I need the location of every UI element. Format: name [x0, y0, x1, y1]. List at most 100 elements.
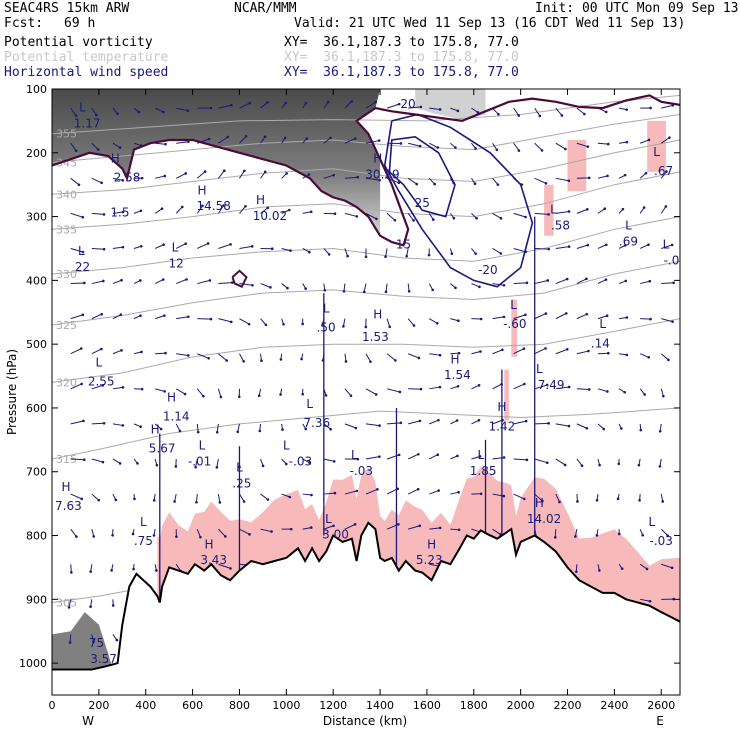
x-tick-label: 2400: [600, 699, 628, 712]
wind-vector: [597, 315, 608, 320]
wind-vector-head: [285, 172, 288, 175]
wind-vector-head: [405, 254, 408, 258]
theta-contour: [52, 260, 680, 326]
pv-label: 22: [75, 260, 90, 274]
wind-vector-head: [353, 523, 357, 526]
wind-vector: [260, 318, 267, 326]
pv-label: 1.14: [163, 410, 190, 424]
wind-vector: [408, 142, 421, 147]
wind-vector-head: [332, 460, 336, 463]
pv-label: -.03: [650, 534, 673, 548]
wind-vector: [112, 386, 123, 390]
theta-contour-label: 335: [56, 223, 77, 236]
wind-vector-head: [362, 290, 366, 294]
wind-vector-head: [81, 250, 85, 254]
x-tick-label: 400: [135, 699, 156, 712]
pv-label: L: [140, 515, 147, 529]
pv-label: L: [236, 461, 243, 475]
wind-vector: [492, 528, 501, 535]
wind-vector-head: [598, 463, 601, 467]
wind-vector: [112, 211, 124, 214]
wind-vector: [513, 458, 527, 461]
pv-label: L: [325, 512, 332, 526]
wind-vector: [661, 282, 674, 285]
wind-vector-head: [356, 457, 360, 461]
pv-label: .58: [551, 218, 570, 232]
wind-vector: [450, 528, 460, 531]
pv-label: 2.55: [88, 375, 115, 389]
wind-vector-head: [621, 207, 625, 211]
wind-vector-head: [664, 205, 668, 208]
wind-vector: [154, 315, 165, 320]
wind-vector: [239, 528, 250, 535]
wind-vector: [597, 352, 609, 355]
terrain-line: [52, 521, 680, 671]
wind-vector-head: [438, 108, 442, 111]
wind-vector-head: [114, 498, 118, 502]
wind-vector-head: [625, 108, 628, 111]
wind-vector-head: [333, 212, 337, 216]
wind-vector-head: [616, 497, 620, 501]
wind-vector-head: [301, 392, 305, 396]
wind-vector: [91, 212, 105, 215]
wind-vector: [639, 563, 648, 570]
wind-vector-head: [667, 358, 670, 362]
wind-vector-head: [131, 532, 135, 536]
wind-vector: [70, 493, 82, 500]
wind-vector: [216, 458, 219, 468]
wind-vector-head: [545, 461, 549, 465]
wind-vector: [70, 212, 83, 218]
wind-vector: [70, 458, 85, 461]
wind-vector: [69, 634, 72, 643]
wind-vector-head: [643, 393, 646, 396]
wind-vector-head: [67, 606, 71, 609]
wind-vector-head: [83, 458, 86, 462]
wind-vector-head: [525, 458, 529, 462]
pv-label: .14: [591, 336, 610, 350]
wind-vector-head: [438, 385, 442, 389]
wind-vector: [70, 348, 82, 355]
wind-vector-head: [575, 570, 578, 573]
wind-vector: [365, 488, 378, 495]
pv-label: H: [451, 352, 460, 366]
wind-vector-head: [624, 279, 628, 283]
wind-vector: [342, 318, 346, 327]
wind-vector-head: [264, 323, 268, 327]
wind-vector-head: [74, 149, 78, 153]
wind-vector-head: [75, 535, 78, 538]
wind-vector-head: [604, 243, 608, 247]
wind-vector-head: [183, 392, 187, 396]
y-tick-label: 200: [26, 147, 47, 160]
pv-label: L: [536, 362, 543, 376]
wind-vector: [407, 453, 419, 460]
wind-vector-head: [270, 530, 273, 533]
wind-vector-head: [279, 358, 283, 361]
wind-vector: [386, 318, 391, 327]
wind-vector: [534, 279, 548, 285]
wind-vector-head: [574, 535, 577, 538]
wind-vector-head: [474, 147, 477, 150]
wind-vector-head: [121, 386, 125, 389]
pv-label: 10.02: [253, 209, 287, 223]
wind-vector: [195, 458, 198, 468]
pv-label: L: [625, 218, 632, 232]
pv-label: .75: [134, 534, 153, 548]
wind-vector: [154, 175, 165, 179]
wind-vector-head: [164, 351, 167, 355]
wind-vector: [385, 248, 388, 257]
wind-vector: [70, 383, 82, 390]
wind-vector: [386, 454, 400, 460]
wind-vector-head: [203, 170, 207, 173]
wind-vector-head: [427, 253, 431, 257]
wind-vector-head: [186, 109, 190, 112]
wind-vector-head: [415, 182, 418, 186]
wind-vector: [429, 142, 438, 148]
theta-contour: [52, 171, 680, 230]
wind-vector-head: [81, 215, 85, 219]
valid-time: Valid: 21 UTC Wed 11 Sep 13 (16 CDT Wed …: [294, 16, 686, 31]
wind-vector-head: [378, 424, 381, 427]
wind-vector: [218, 563, 231, 569]
wind-vector: [513, 247, 526, 253]
wind-vector: [91, 247, 105, 250]
pv-label: L: [323, 301, 330, 315]
